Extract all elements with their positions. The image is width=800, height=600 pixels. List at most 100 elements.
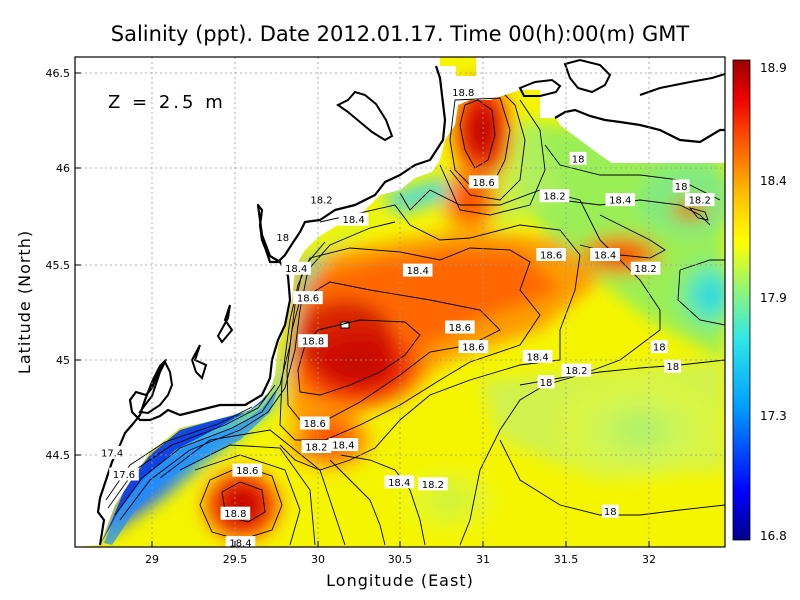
contour-label-background (590, 248, 620, 261)
contour-label-background (569, 151, 587, 165)
contour-18-south (499, 439, 725, 516)
contour-18p2-central (279, 204, 581, 471)
contour-label: 17.4 (97, 445, 127, 459)
contour-label-background (537, 375, 555, 389)
contour-label-text: 18 (276, 233, 289, 244)
colorbar: 18.9 18.4 17.9 17.3 16.8 (732, 59, 787, 543)
contour-label-text: 18.8 (452, 88, 474, 99)
contour-label-background (220, 506, 251, 520)
contour-18p2-southwest (329, 459, 386, 546)
contour-label-text: 18.6 (540, 251, 562, 262)
contour-label-text: 18.6 (449, 323, 471, 334)
contour-label-background (384, 475, 414, 489)
contour-label-background (299, 416, 330, 430)
contour-label: 18.2 (306, 193, 337, 207)
contour-18p8-central (297, 319, 421, 396)
contour-label-background (301, 440, 332, 453)
contour-label-background (539, 189, 570, 203)
contour-label-text: 18.2 (543, 192, 565, 203)
contour-label-text: 17.4 (101, 448, 123, 459)
contour-label: 18.6 (458, 340, 489, 354)
contour-18p4-north (449, 94, 526, 201)
contour-label-background (445, 320, 475, 334)
colorbar-frame (732, 59, 751, 541)
contour-label-background (630, 261, 661, 275)
contour-label: 18 (537, 375, 555, 389)
contour-label: 17.6 (109, 467, 139, 481)
contour-18-northeast (544, 144, 721, 201)
contour-label-text: 18.6 (236, 466, 258, 477)
contour-label-text: 18.6 (297, 294, 319, 305)
contour-label-text: 18.8 (224, 509, 246, 520)
contour-label-background (109, 467, 139, 481)
contour-18p6-central (286, 281, 501, 421)
contour-label: 18.2 (301, 440, 332, 454)
contour-label: 18.4 (338, 212, 369, 226)
contour-label-text: 18.2 (689, 196, 711, 207)
contour-label: 18 (569, 151, 587, 165)
coastline-north-2 (563, 58, 612, 94)
contour-label: 18.6 (232, 463, 262, 477)
contour-label: 18.6 (536, 248, 566, 262)
tick-marks (75, 72, 650, 547)
contour-label-background (561, 363, 592, 377)
contour-label-text: 18.6 (304, 419, 326, 430)
contour-18p2-east (559, 199, 711, 226)
contour-18p2-north (439, 99, 546, 216)
contour-label: 18.2 (539, 189, 570, 203)
contour-label-text: 18 (540, 378, 553, 389)
contour-label: 18.4 (281, 261, 311, 275)
contour-label-background (293, 291, 323, 305)
contour-label-text: 18.2 (565, 366, 587, 377)
contour-label: 18.2 (630, 261, 661, 275)
contour-label-text: 18 (653, 343, 666, 354)
contour-label-text: 18.4 (332, 441, 354, 452)
x-tick-labels: 29 29.5 30 30.5 31 31.5 32 (145, 553, 656, 566)
contour-label-background (672, 179, 690, 193)
contour-label: 18.4 (384, 475, 414, 489)
x-tick-label: 29 (145, 553, 159, 566)
contour-label: 18.4 (328, 438, 359, 452)
colorbar-gradient (733, 60, 750, 540)
contour-label-background (664, 359, 682, 373)
y-tick-label: 46.5 (46, 67, 71, 80)
colorbar-tick-label: 18.4 (760, 174, 787, 188)
contour-label-background (97, 445, 127, 459)
land-mask (75, 57, 725, 547)
contour-18p2-sw (179, 444, 316, 546)
dniester-liman (336, 90, 394, 142)
contour-labels: 18.8 18.6 18.2 18.4 18 18.4 18.6 18.4 18.6 18.4 18… (97, 85, 715, 550)
contour-17p8-coast (119, 221, 396, 521)
coastline-west-bay (216, 304, 234, 344)
contour-label-text: 18.4 (342, 215, 364, 226)
contour-label-background (402, 263, 433, 277)
contour-label-background (338, 212, 369, 226)
y-tick-label: 45 (56, 354, 70, 367)
contour-label: 18.6 (293, 291, 323, 305)
contour-18p2-east-small (688, 207, 709, 221)
contour-label-background (536, 248, 566, 261)
contour-label-background (281, 261, 311, 275)
contour-label: 18 (664, 359, 682, 373)
contour-label: 18.6 (299, 416, 330, 430)
contour-label: 18.4 (590, 248, 620, 262)
y-tick-label: 46 (56, 162, 70, 175)
contour-label-text: 18.4 (609, 196, 631, 207)
contour-label: 18 (601, 504, 619, 518)
contour-label-text: 18.4 (229, 539, 251, 550)
coastline-east-tip (639, 73, 725, 96)
contour-label-text: 18.6 (472, 178, 494, 189)
contour-label-background (684, 193, 715, 207)
colorbar-tick-label: 18.9 (760, 61, 787, 75)
contour-label: 18.4 (605, 193, 636, 207)
contour-label: 18.4 (522, 349, 553, 363)
coastline-north-inlet (518, 78, 562, 97)
contour-label-text: 18.8 (302, 337, 324, 348)
contour-label-text: 18 (572, 154, 585, 165)
colorbar-tick-label: 17.9 (760, 291, 787, 305)
contour-label-background (601, 504, 619, 518)
y-tick-label: 44.5 (46, 449, 71, 462)
contour-label-background (225, 536, 256, 547)
contour-label-background (232, 463, 262, 477)
